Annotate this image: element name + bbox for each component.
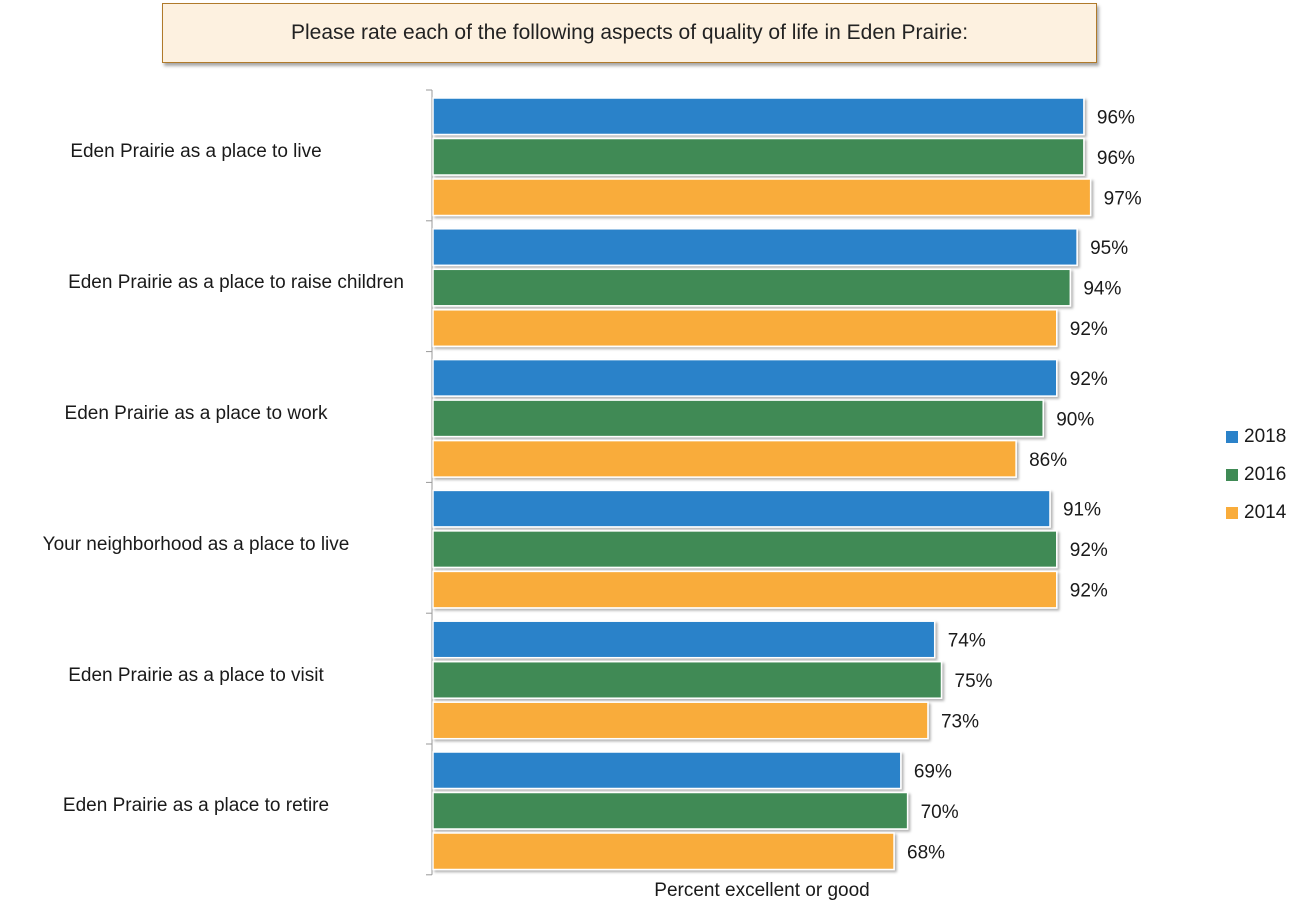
- legend-swatch: [1226, 431, 1238, 443]
- data-label: 91%: [1063, 500, 1101, 521]
- bar-2016: [432, 791, 909, 830]
- data-label: 90%: [1056, 409, 1094, 430]
- data-label: 70%: [921, 802, 959, 823]
- bar-2016: [432, 660, 943, 699]
- data-label: 96%: [1097, 107, 1135, 128]
- bar-2014: [432, 701, 929, 740]
- bar-2018: [432, 97, 1085, 136]
- legend: 2018 2016 2014: [1226, 418, 1286, 532]
- data-label: 69%: [914, 761, 952, 782]
- data-label: 74%: [948, 630, 986, 651]
- bar-2018: [432, 358, 1058, 397]
- category-label: Eden Prairie as a place to visit: [68, 664, 324, 686]
- legend-label: 2016: [1244, 464, 1287, 485]
- legend-label: 2018: [1244, 426, 1287, 447]
- bar-2014: [432, 570, 1058, 609]
- bar-2014: [432, 439, 1017, 478]
- bar-2016: [432, 399, 1044, 438]
- bar-2018: [432, 751, 902, 790]
- data-label: 96%: [1097, 148, 1135, 169]
- data-label: 92%: [1070, 319, 1108, 340]
- data-label: 68%: [907, 842, 945, 863]
- category-label: Eden Prairie as a place to raise childre…: [68, 272, 404, 294]
- data-label: 94%: [1083, 279, 1121, 300]
- legend-item: 2016: [1226, 456, 1286, 494]
- bar-2014: [432, 309, 1058, 348]
- legend-swatch: [1226, 507, 1238, 519]
- bar-2016: [432, 530, 1058, 569]
- category-label: Eden Prairie as a place to live: [70, 141, 322, 163]
- x-axis-label: Percent excellent or good: [654, 880, 870, 901]
- data-label: 86%: [1029, 450, 1067, 471]
- legend-swatch: [1226, 469, 1238, 481]
- data-label: 73%: [941, 711, 979, 732]
- bar-2014: [432, 178, 1092, 217]
- data-label: 92%: [1070, 581, 1108, 602]
- bar-2018: [432, 228, 1078, 267]
- data-label: 75%: [955, 671, 993, 692]
- bar-2014: [432, 832, 895, 871]
- data-label: 92%: [1070, 540, 1108, 561]
- data-label: 95%: [1090, 238, 1128, 259]
- category-label: Your neighborhood as a place to live: [42, 533, 350, 555]
- data-label: 97%: [1104, 188, 1142, 209]
- bar-2016: [432, 268, 1072, 307]
- chart-title: Please rate each of the following aspect…: [162, 3, 1097, 63]
- legend-item: 2018: [1226, 418, 1286, 456]
- bar-2018: [432, 620, 936, 659]
- legend-item: 2014: [1226, 494, 1286, 532]
- legend-label: 2014: [1244, 502, 1287, 523]
- category-label: Eden Prairie as a place to work: [64, 403, 328, 424]
- category-label: Eden Prairie as a place to retire: [62, 795, 330, 817]
- data-label: 92%: [1070, 369, 1108, 390]
- bar-2018: [432, 489, 1051, 528]
- bar-2016: [432, 137, 1085, 176]
